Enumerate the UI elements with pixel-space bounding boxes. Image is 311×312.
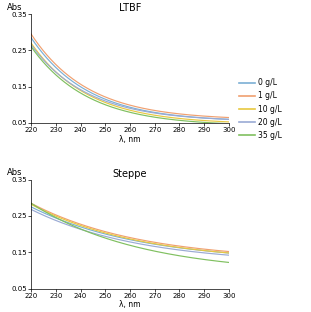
Legend: 0 g/L, 1 g/L, 10 g/L, 20 g/L, 35 g/L: 0 g/L, 1 g/L, 10 g/L, 20 g/L, 35 g/L	[239, 78, 282, 140]
X-axis label: λ, nm: λ, nm	[119, 300, 141, 309]
X-axis label: λ, nm: λ, nm	[119, 134, 141, 144]
Title: Steppe: Steppe	[113, 169, 147, 179]
Text: Abs: Abs	[7, 168, 23, 178]
Title: LTBF: LTBF	[119, 3, 141, 13]
Text: Abs: Abs	[7, 3, 23, 12]
